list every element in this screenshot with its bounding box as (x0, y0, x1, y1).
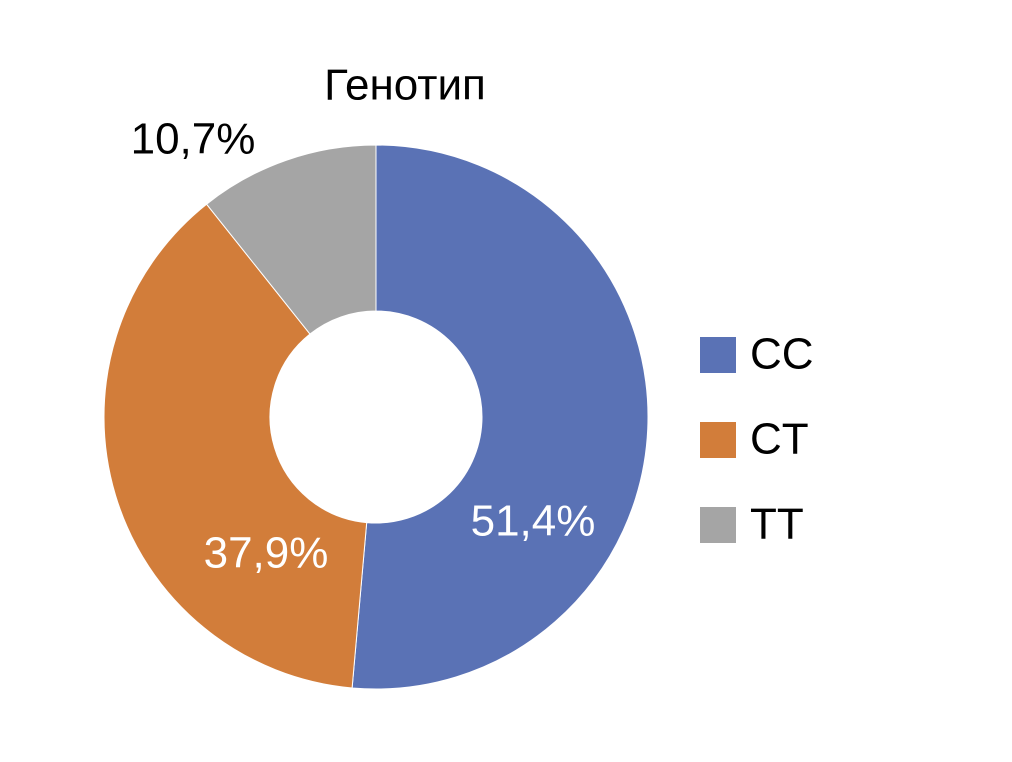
data-label: 10,7% (131, 115, 256, 164)
data-label: 37,9% (204, 529, 329, 578)
legend-label: TT (750, 500, 804, 549)
chart-title: Генотип (324, 61, 486, 110)
legend-label: CT (750, 415, 809, 464)
data-label: 51,4% (471, 497, 596, 546)
donut-slice (205, 144, 377, 335)
legend-swatch (700, 507, 736, 543)
legend-label: CC (750, 330, 814, 379)
donut-slice (103, 203, 368, 689)
legend-swatch (700, 337, 736, 373)
legend-swatch (700, 422, 736, 458)
donut-slice (351, 144, 649, 690)
